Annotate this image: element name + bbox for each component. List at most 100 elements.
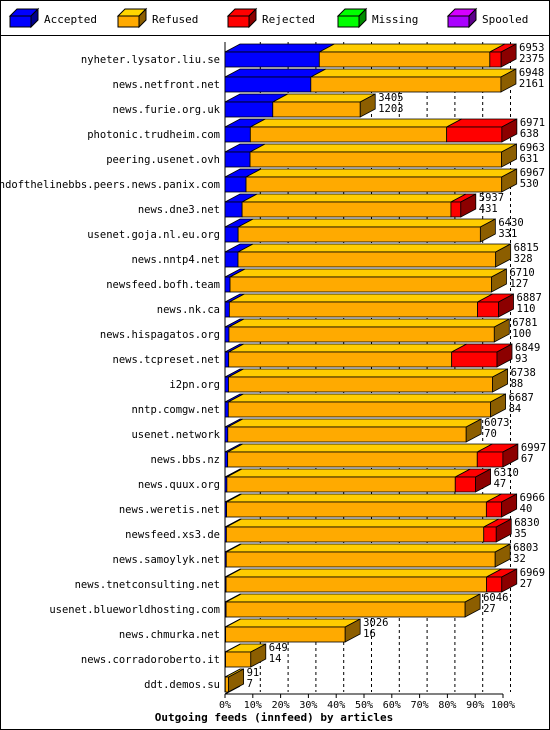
total-value: 6781 — [512, 317, 537, 329]
bar-refused — [224, 676, 230, 693]
accepted-value: 638 — [520, 128, 539, 140]
bar-accepted — [224, 201, 243, 218]
bar-rejected-side — [495, 518, 512, 543]
bar-refused-side — [490, 393, 506, 418]
bar-refused-top — [225, 568, 502, 578]
bar-rejected — [477, 301, 499, 318]
accepted-value: 2375 — [519, 53, 544, 65]
host-label: news.weretis.net — [119, 504, 220, 516]
bar-rejected-side — [460, 193, 477, 218]
bar-refused — [227, 451, 478, 468]
bar-accepted — [224, 76, 312, 93]
bar-accepted — [224, 376, 229, 393]
legend-label: Spooled — [482, 13, 528, 26]
bar-refused — [272, 101, 361, 118]
bar-refused-top — [249, 143, 517, 153]
legend: Accepted Refused Rejected Missing Spooled — [0, 0, 550, 36]
bar-refused-top — [225, 618, 361, 628]
x-tick-label: 30% — [299, 700, 317, 711]
bar-accepted — [224, 226, 239, 243]
bar-rejected-side — [496, 343, 513, 368]
host-label: news.hispagatos.org — [100, 329, 220, 341]
total-value: 6046 — [483, 592, 508, 604]
host-label: newsfeed.bofh.team — [106, 279, 220, 291]
bar-refused-top — [226, 493, 502, 503]
accepted-value: 40 — [520, 503, 533, 515]
bar-refused — [318, 51, 491, 68]
accepted-value: 331 — [498, 228, 517, 240]
legend-entry-refused: Refused — [116, 7, 198, 29]
legend-entry-accepted: Accepted — [8, 7, 97, 29]
bar-accepted — [224, 426, 229, 443]
bar-rejected — [486, 576, 503, 593]
bar-rejected-side — [502, 443, 519, 468]
x-tick-label: 80% — [438, 700, 456, 711]
accepted-value: 16 — [363, 628, 376, 640]
accepted-value: 100 — [512, 328, 531, 340]
bar-accepted-top — [224, 43, 335, 53]
total-value: 91 — [247, 667, 260, 679]
accepted-value: 14 — [269, 653, 282, 665]
total-value: 6849 — [515, 342, 540, 354]
bar-rejected — [446, 126, 503, 143]
bar-refused — [225, 526, 485, 543]
x-tick-label: 40% — [327, 700, 345, 711]
bar-accepted — [224, 251, 239, 268]
host-label: news.tnetconsulting.net — [75, 579, 220, 591]
host-label: news.netfront.net — [113, 79, 220, 91]
total-value: 6310 — [494, 467, 519, 479]
bar-refused-top — [237, 243, 511, 253]
legend-swatch — [447, 15, 470, 28]
bar-accepted — [224, 326, 230, 343]
bar-accepted-top — [224, 68, 327, 78]
host-label: nyheter.lysator.liu.se — [81, 54, 220, 66]
legend-swatch — [117, 15, 140, 28]
bar-refused-side — [501, 168, 518, 193]
bar-refused — [228, 326, 495, 343]
bar-refused-side — [465, 418, 482, 443]
bar-refused — [229, 276, 492, 293]
x-tick-label: 10% — [244, 700, 262, 711]
accepted-value: 2161 — [519, 78, 544, 90]
bar-refused — [241, 201, 452, 218]
bar-accepted — [224, 151, 251, 168]
host-label: news.corradoroberto.it — [81, 654, 220, 666]
bar-refused-side — [491, 268, 507, 293]
bar-refused-top — [310, 68, 517, 78]
total-value: 6687 — [509, 392, 534, 404]
bar-refused — [237, 226, 481, 243]
bar-refused-side — [228, 668, 245, 693]
bar-refused — [249, 126, 448, 143]
host-label: news.bbs.nz — [150, 454, 220, 466]
bar-refused-top — [228, 393, 506, 403]
bar-rejected — [476, 451, 504, 468]
accepted-value: 93 — [515, 353, 528, 365]
accepted-value: 7 — [247, 678, 253, 690]
x-tick-label: 100% — [491, 700, 515, 711]
chart-title: Outgoing feeds (innfeed) by articles — [155, 711, 393, 724]
x-tick-label: 20% — [272, 700, 290, 711]
host-label: newsfeed.xs3.de — [125, 529, 220, 541]
accepted-value: 431 — [479, 203, 498, 215]
bar-refused-top — [227, 443, 493, 453]
accepted-value: 47 — [494, 478, 507, 490]
host-label: usenet.blueworldhosting.com — [49, 604, 220, 616]
legend-swatch — [9, 15, 32, 28]
total-value: 6967 — [520, 167, 545, 179]
bar-refused-top — [225, 593, 481, 603]
host-label: news.tcpreset.net — [113, 354, 220, 366]
bar-refused-top — [228, 318, 510, 328]
total-value: 649 — [269, 642, 288, 654]
accepted-value: 70 — [484, 428, 497, 440]
total-value: 6430 — [498, 217, 523, 229]
accepted-value: 32 — [513, 553, 526, 565]
host-label: news.chmurka.net — [119, 629, 220, 641]
legend-entry-spooled: Spooled — [446, 7, 528, 29]
